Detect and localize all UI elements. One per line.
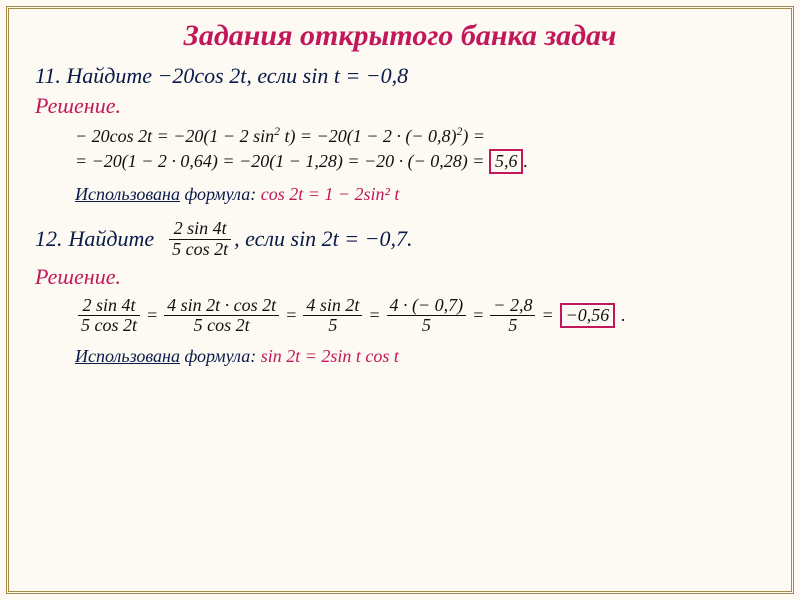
p12-formula: sin 2t = 2sin t cos t: [261, 346, 399, 366]
p12-f2d: 5 cos 2t: [164, 316, 279, 336]
p12-f1d: 5 cos 2t: [78, 316, 140, 336]
p11-step1: − 20cos 2t = −20(1 − 2 sin2 t) = −20(1 −…: [75, 125, 765, 147]
eq4: =: [472, 305, 484, 326]
p12-f3n: 4 sin 2t: [303, 296, 362, 317]
page-frame: Задания открытого банка задач 11. Найдит…: [6, 6, 794, 594]
p12-formula-line: Использована формула: sin 2t = 2sin t co…: [75, 346, 765, 367]
p12-f4d: 5: [387, 316, 467, 336]
p12-f1: 2 sin 4t 5 cos 2t: [78, 296, 140, 337]
formula-used-label-2: Использована: [75, 346, 180, 366]
solution-label-11: Решение.: [35, 93, 765, 119]
eq2: =: [285, 305, 297, 326]
p12-f5d: 5: [490, 316, 535, 336]
p11-step1-a: − 20cos 2t = −20(1 − 2 sin: [75, 126, 274, 146]
p12-f1n: 2 sin 4t: [78, 296, 140, 317]
p12-f5n: − 2,8: [490, 296, 535, 317]
problem-11-text: Найдите −20cos 2t, если sin t = −0,8: [66, 63, 408, 88]
p12-f3d: 5: [303, 316, 362, 336]
p12-f4: 4 · (− 0,7) 5: [387, 296, 467, 337]
p12-frac-num: 2 sin 4t: [169, 219, 231, 240]
p12-period: .: [621, 305, 626, 326]
p12-f2: 4 sin 2t · cos 2t 5 cos 2t: [164, 296, 279, 337]
p11-formula-line: Использована формула: cos 2t = 1 − 2sin²…: [75, 184, 765, 205]
eq5: =: [541, 305, 553, 326]
p12-answer: −0,56: [560, 303, 616, 328]
problem-12-tail: , если sin 2t = −0,7.: [234, 226, 412, 252]
p12-f3: 4 sin 2t 5: [303, 296, 362, 337]
p11-step1-c: ) =: [462, 126, 485, 146]
p11-step1-b: t) = −20(1 − 2 · (− 0,8): [280, 126, 457, 146]
problem-12-number: 12.: [35, 226, 63, 252]
formula-text-2: формула:: [180, 346, 261, 366]
p11-step2: = −20(1 − 2 · 0,64) = −20(1 − 1,28) = −2…: [75, 149, 765, 174]
problem-12: 12. Найдите 2 sin 4t 5 cos 2t , если sin…: [35, 219, 765, 260]
eq1: =: [146, 305, 158, 326]
page-title: Задания открытого банка задач: [35, 19, 765, 53]
p12-chain: 2 sin 4t 5 cos 2t = 4 sin 2t · cos 2t 5 …: [75, 296, 765, 337]
p11-period: .: [523, 151, 528, 171]
problem-11: 11. Найдите −20cos 2t, если sin t = −0,8: [35, 63, 765, 89]
p12-frac-den: 5 cos 2t: [169, 240, 231, 260]
problem-12-frac: 2 sin 4t 5 cos 2t: [169, 219, 231, 260]
problem-11-number: 11.: [35, 63, 61, 88]
p11-answer: 5,6: [489, 149, 524, 174]
p12-f4n: 4 · (− 0,7): [387, 296, 467, 317]
problem-12-find: Найдите: [69, 226, 155, 252]
p11-formula: cos 2t = 1 − 2sin² t: [261, 184, 400, 204]
p11-step2-a: = −20(1 − 2 · 0,64) = −20(1 − 1,28) = −2…: [75, 151, 489, 171]
solution-label-12: Решение.: [35, 264, 765, 290]
p12-f5: − 2,8 5: [490, 296, 535, 337]
formula-text: формула:: [180, 184, 261, 204]
formula-used-label: Использована: [75, 184, 180, 204]
eq3: =: [368, 305, 380, 326]
p12-f2n: 4 sin 2t · cos 2t: [164, 296, 279, 317]
